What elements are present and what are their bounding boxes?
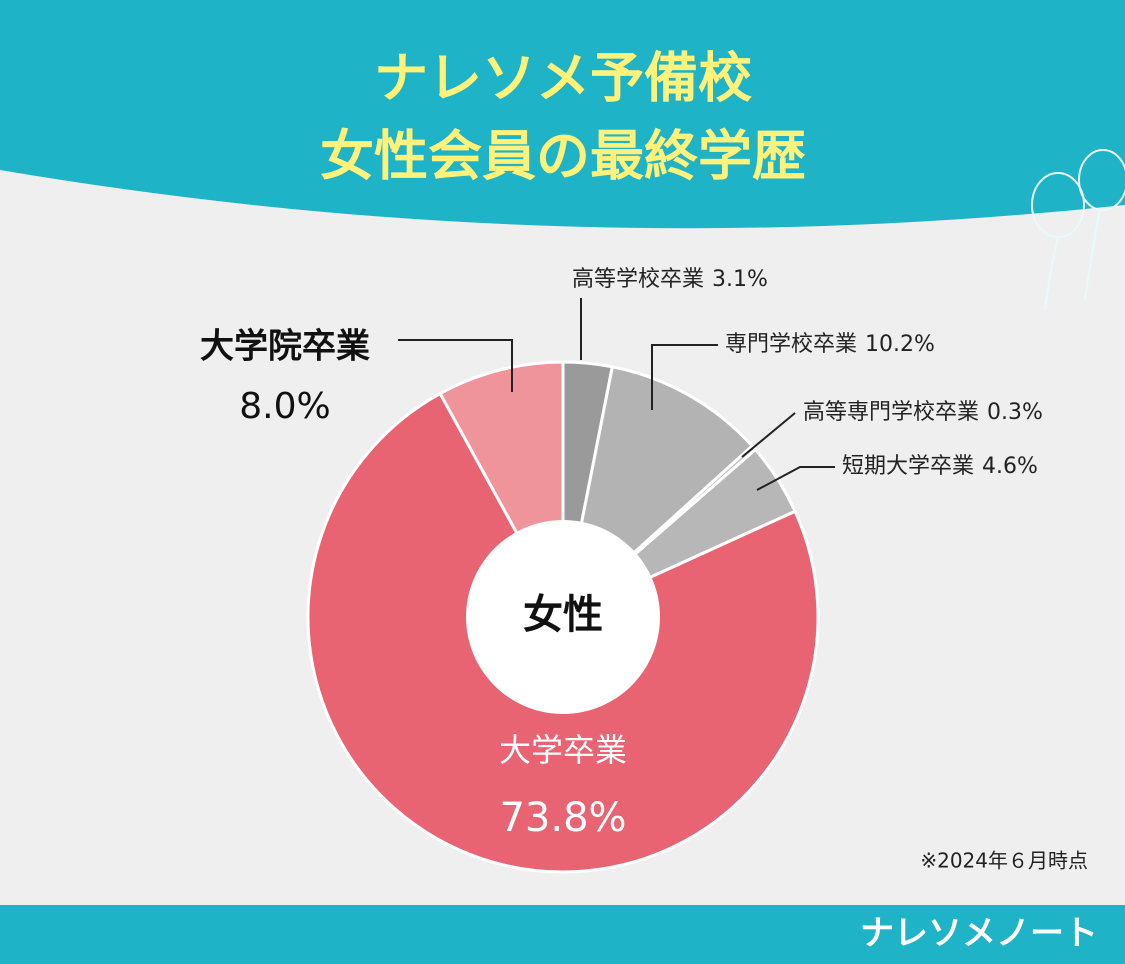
segment-label: 専門学校卒業 10.2%	[725, 332, 935, 357]
leader-line	[756, 466, 835, 491]
balloons	[1031, 149, 1125, 311]
note: ※2024年６月時点	[920, 849, 1088, 873]
value-label: 0.3%	[987, 400, 1043, 425]
value-label: 8.0%	[239, 386, 330, 427]
value-label: 4.6%	[982, 454, 1038, 479]
category-label: 大学院卒業	[200, 327, 370, 367]
chart-title: ナレソメ予備校	[374, 47, 752, 110]
center-label: 女性	[523, 592, 603, 638]
category-label: 専門学校卒業	[725, 332, 857, 357]
leader-line	[741, 412, 796, 458]
leader-line	[398, 339, 513, 392]
leader-line	[651, 344, 718, 410]
value-label: 10.2%	[865, 332, 935, 357]
brand: ナレソメノート	[860, 914, 1098, 954]
category-label: 大学卒業	[499, 731, 627, 769]
segment-label: 短期大学卒業 4.6%	[842, 454, 1038, 479]
value-label: 3.1%	[712, 267, 768, 292]
value-label: 73.8%	[499, 795, 626, 841]
category-label: 短期大学卒業	[842, 454, 974, 479]
segment-label: 高等専門学校卒業 0.3%	[803, 400, 1043, 425]
footer-band	[0, 905, 1125, 964]
segment-label: 高等学校卒業 3.1%	[572, 267, 768, 292]
donut-hole	[466, 520, 660, 714]
header-band	[0, 0, 1125, 229]
chart-title: 女性会員の最終学歴	[320, 125, 806, 188]
category-label: 高等専門学校卒業	[803, 400, 979, 425]
category-label: 高等学校卒業	[572, 267, 704, 292]
